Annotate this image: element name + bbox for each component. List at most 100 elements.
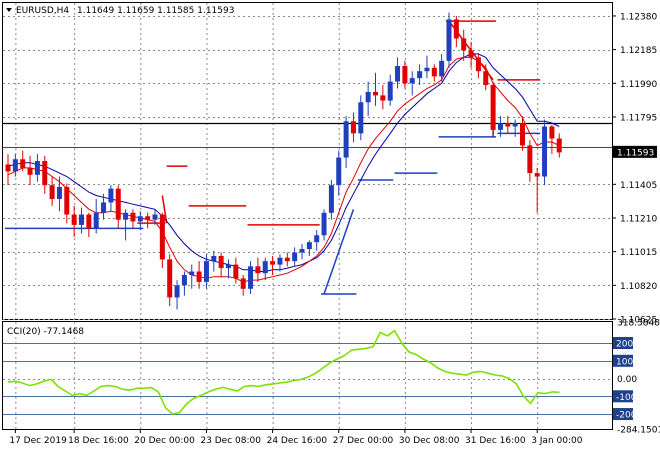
candle-body <box>137 216 143 222</box>
cci-indicator-line <box>7 329 560 415</box>
cci-axis-label: 318.3848 <box>617 319 660 329</box>
candle <box>152 209 158 225</box>
main-chart-grid <box>3 3 612 320</box>
candle <box>292 247 298 267</box>
candle <box>431 64 437 82</box>
time-tick-label: 30 Dec 08:00 <box>399 436 460 446</box>
candle-body <box>42 161 48 186</box>
candle-body <box>409 78 415 84</box>
candle-body <box>512 123 518 127</box>
candle-body <box>431 67 437 77</box>
candle-body <box>527 145 533 174</box>
time-tick-label: 3 Jan 00:00 <box>531 436 583 446</box>
time-tick-label: 24 Dec 16:00 <box>267 436 328 446</box>
candle-body <box>336 157 342 186</box>
candle-body <box>262 261 268 274</box>
candle-body <box>167 259 173 298</box>
candle-body <box>350 121 356 134</box>
candle <box>336 150 342 196</box>
candle-body <box>520 123 525 146</box>
candle <box>328 179 334 220</box>
candle-body <box>424 67 430 72</box>
candle <box>211 250 217 272</box>
candle-body <box>314 235 320 243</box>
candle-body <box>284 257 290 262</box>
candle <box>218 252 224 277</box>
candle-body <box>505 123 511 127</box>
price-tick-label: 1.11405 <box>620 181 657 191</box>
candle-body <box>556 138 562 153</box>
candle-body <box>483 71 489 86</box>
candle <box>255 257 261 282</box>
candle <box>86 212 92 237</box>
candle <box>226 259 231 279</box>
candle <box>56 176 62 212</box>
candle <box>483 64 489 91</box>
candle-body <box>270 261 276 265</box>
candle-body <box>93 212 99 229</box>
candle-body <box>395 66 401 82</box>
candle <box>549 124 555 155</box>
candle <box>167 254 173 307</box>
candle <box>79 207 84 234</box>
candle <box>373 72 378 106</box>
candle <box>520 116 525 151</box>
candle <box>527 140 533 182</box>
cci-level-label: -200 <box>616 411 637 421</box>
cci-level-tag <box>613 337 633 350</box>
candle-body <box>12 159 18 172</box>
candle <box>380 85 386 110</box>
candle-body <box>299 249 305 253</box>
current-price-tag <box>613 145 657 158</box>
candle-body <box>211 255 217 262</box>
candle-body <box>358 102 364 134</box>
candle-body <box>79 214 84 225</box>
candle-body <box>402 66 408 84</box>
candle-body <box>380 95 386 101</box>
candle-body <box>181 274 187 286</box>
candle <box>387 74 393 106</box>
cci-level-tag <box>613 390 633 403</box>
horizontal-lines[interactable] <box>3 122 612 148</box>
candle <box>233 257 239 284</box>
triangle-down-icon[interactable] <box>6 8 12 12</box>
candle <box>395 57 401 89</box>
candle <box>512 119 518 137</box>
symbol-label: EURUSD,H4 <box>16 6 69 16</box>
cci-axis-label: 0.00 <box>617 375 637 385</box>
fast-ma-line <box>7 56 560 283</box>
candle <box>461 29 467 61</box>
candle-body <box>226 264 231 269</box>
candle <box>12 154 18 177</box>
candlestick-series <box>5 12 562 310</box>
candle <box>453 15 459 48</box>
candle-body <box>115 188 121 220</box>
cci-level-label: 200 <box>616 340 633 350</box>
candle-body <box>64 186 70 215</box>
candle <box>556 133 562 158</box>
candle-body <box>461 38 467 51</box>
candle <box>277 254 283 272</box>
candle <box>417 64 423 86</box>
candle <box>71 205 77 237</box>
current-price-label: 1.11593 <box>617 148 654 158</box>
candle-body <box>549 126 555 139</box>
candle <box>358 95 364 141</box>
candle-body <box>542 126 548 177</box>
candle <box>145 212 151 229</box>
candle-body <box>306 242 312 250</box>
candle-body <box>446 19 452 61</box>
candle <box>181 271 187 296</box>
candle-body <box>145 216 151 220</box>
ohlc-values: 1.11649 1.11659 1.11585 1.11593 <box>77 6 234 16</box>
cci-axis: 318.3848 200 100 0.00 -100 -200 -284.1501 <box>613 319 660 436</box>
cci-label: CCI(20) -77.1468 <box>7 327 84 337</box>
candle <box>424 55 430 79</box>
candle <box>159 212 165 269</box>
candle-body <box>218 255 224 269</box>
candle-body <box>20 159 26 168</box>
candle <box>174 280 180 310</box>
time-tick-label: 23 Dec 08:00 <box>200 436 261 446</box>
cci-panel-frame <box>2 321 613 430</box>
